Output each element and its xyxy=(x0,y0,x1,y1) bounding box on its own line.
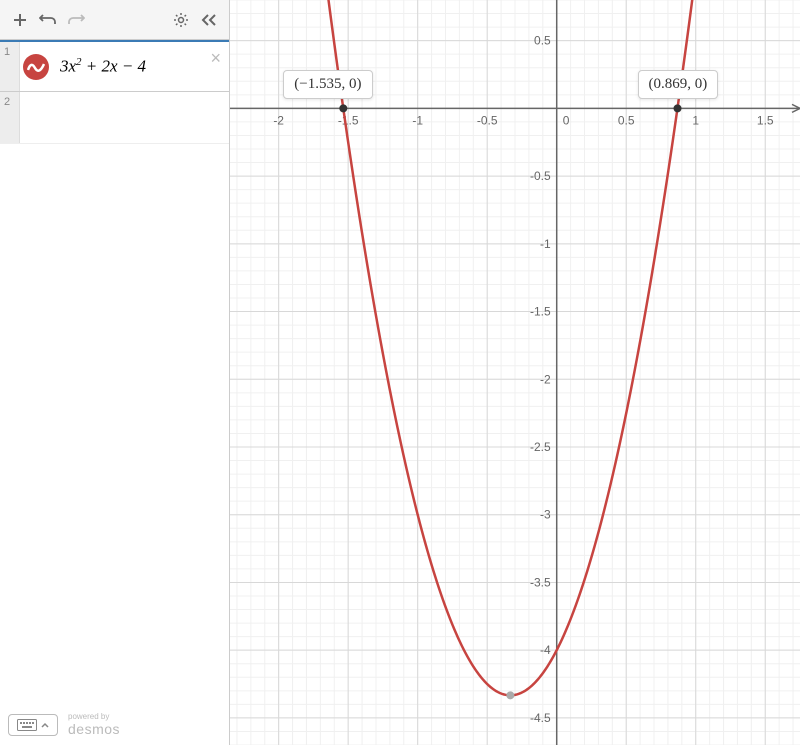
svg-text:1: 1 xyxy=(692,113,699,127)
keyboard-toggle-button[interactable] xyxy=(8,714,58,736)
svg-text:-0.5: -0.5 xyxy=(530,169,551,183)
svg-text:-3.5: -3.5 xyxy=(530,575,551,589)
svg-text:-3: -3 xyxy=(540,508,551,522)
svg-text:-4: -4 xyxy=(540,643,551,657)
expression-index: 2 xyxy=(0,92,20,143)
expression-row-2[interactable]: 2 xyxy=(0,92,229,144)
desmos-logo: powered by desmos xyxy=(68,713,120,737)
expression-formula[interactable]: 3x2 + 2x − 4 xyxy=(52,42,229,91)
toolbar xyxy=(0,0,229,40)
svg-text:0.5: 0.5 xyxy=(534,34,551,48)
svg-text:1.5: 1.5 xyxy=(757,113,774,127)
svg-text:0.5: 0.5 xyxy=(618,113,635,127)
collapse-button[interactable] xyxy=(197,8,221,32)
point-label: (−1.535, 0) xyxy=(283,70,372,99)
svg-text:-1.5: -1.5 xyxy=(338,113,359,127)
settings-button[interactable] xyxy=(169,8,193,32)
svg-text:-2: -2 xyxy=(540,372,551,386)
sidebar-footer: powered by desmos xyxy=(8,713,120,737)
undo-button[interactable] xyxy=(36,8,60,32)
svg-text:-2: -2 xyxy=(273,113,284,127)
keyboard-icon xyxy=(17,719,37,731)
chevron-up-icon xyxy=(41,722,49,728)
expression-index: 1 xyxy=(0,42,20,91)
plus-icon xyxy=(13,13,27,27)
powered-by-text: powered by xyxy=(68,713,120,721)
graph-canvas: -2 -1.5 -1 -0.5 0 0.5 1 1.5 0.5 -0.5 -1 -1.5 -2 -2.5 -… xyxy=(230,0,800,745)
svg-text:-1: -1 xyxy=(540,237,551,251)
expression-delete-button[interactable]: × xyxy=(210,48,221,69)
expression-row-1[interactable]: 1 3x2 + 2x − 4 × xyxy=(0,40,229,92)
gear-icon xyxy=(173,12,189,28)
redo-button[interactable] xyxy=(64,8,88,32)
svg-text:0: 0 xyxy=(563,113,570,127)
svg-text:-2.5: -2.5 xyxy=(530,440,551,454)
expression-color-icon[interactable] xyxy=(20,42,52,91)
svg-text:-0.5: -0.5 xyxy=(477,113,498,127)
graph-area[interactable]: -2 -1.5 -1 -0.5 0 0.5 1 1.5 0.5 -0.5 -1 -1.5 -2 -2.5 -… xyxy=(230,0,800,745)
svg-text:-1.5: -1.5 xyxy=(530,305,551,319)
undo-icon xyxy=(39,13,57,27)
point-label: (0.869, 0) xyxy=(638,70,719,99)
svg-text:-4.5: -4.5 xyxy=(530,711,551,725)
svg-text:-1: -1 xyxy=(412,113,423,127)
expression-sidebar: 1 3x2 + 2x − 4 × 2 powered by desmos xyxy=(0,0,230,745)
add-button[interactable] xyxy=(8,8,32,32)
redo-icon xyxy=(67,13,85,27)
chevron-left-double-icon xyxy=(201,13,217,27)
wave-icon xyxy=(27,60,45,74)
brand-name: desmos xyxy=(68,721,120,737)
